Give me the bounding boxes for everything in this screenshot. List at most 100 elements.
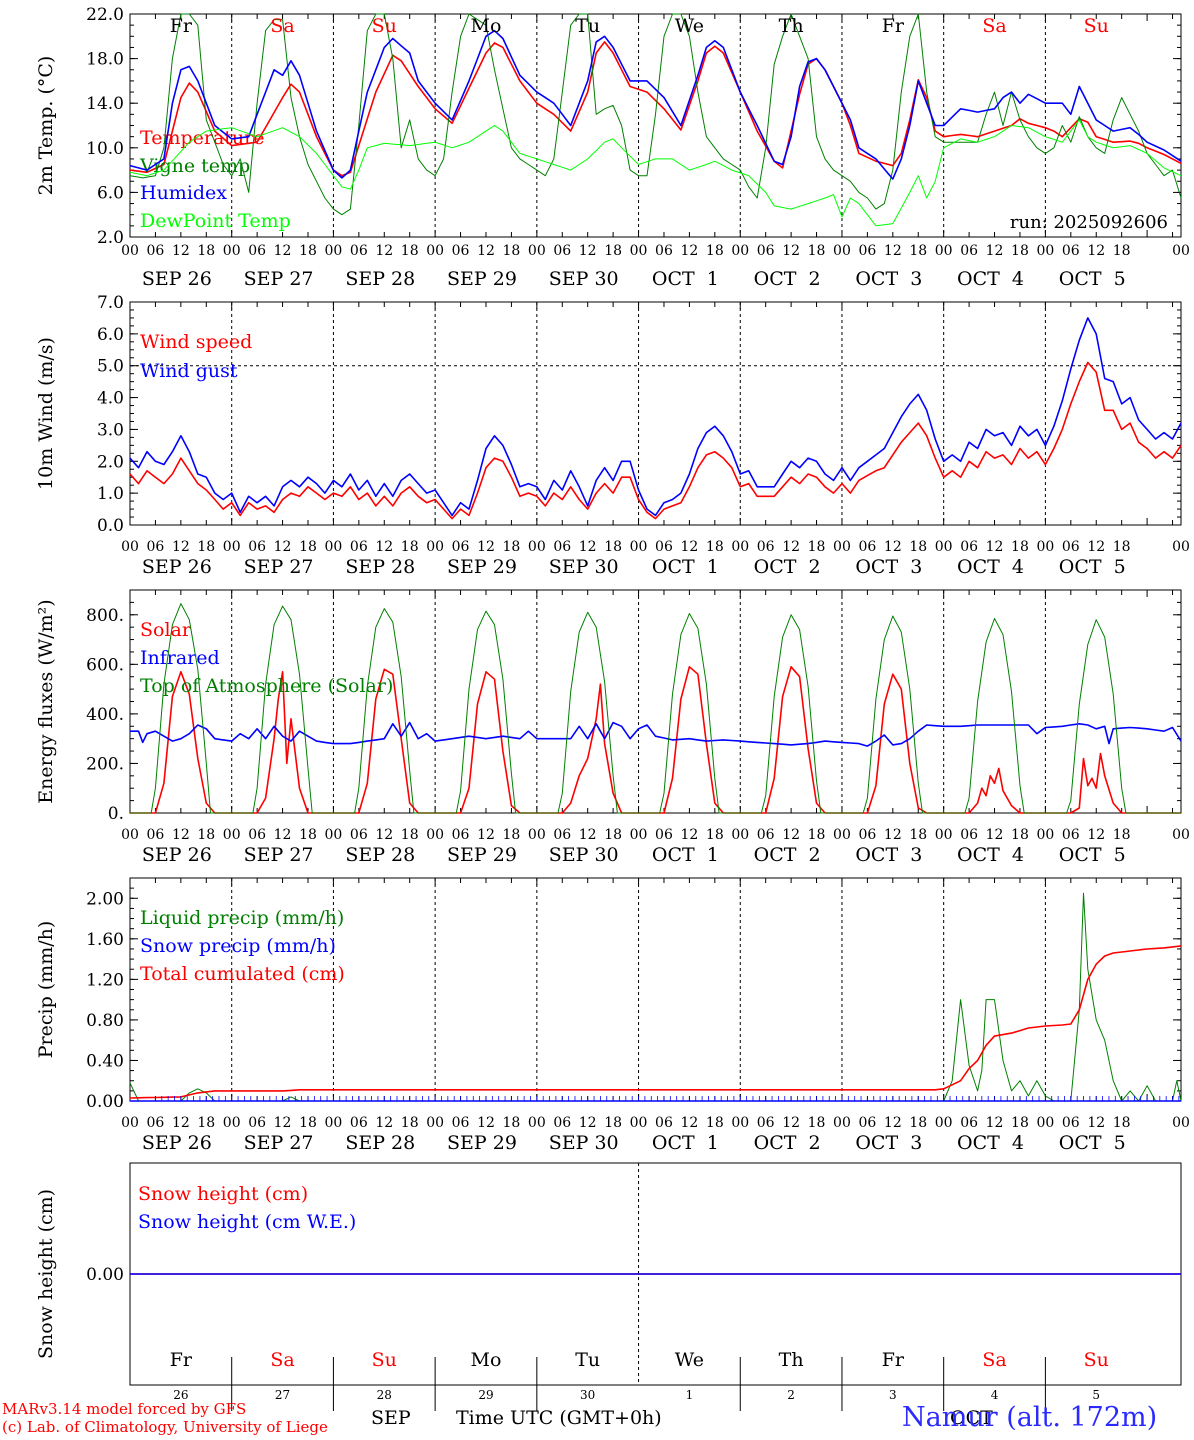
- hour-tick-label: 18: [604, 1115, 622, 1131]
- hour-tick-label: 00: [630, 243, 648, 259]
- weekday-label: Su: [1084, 15, 1109, 37]
- date-label: SEP 28: [345, 1132, 415, 1154]
- hour-tick-label: 12: [986, 1115, 1004, 1131]
- hour-tick-label: 00: [630, 539, 648, 555]
- hour-tick-label: 18: [299, 827, 317, 843]
- date-label: SEP 28: [345, 556, 415, 578]
- legend-infrared: Infrared: [140, 647, 220, 669]
- month-label-sep: SEP: [371, 1407, 411, 1429]
- y-tick-label: 0.80: [86, 1011, 124, 1031]
- y-tick-label: 0.00: [86, 1265, 124, 1285]
- hour-tick-label: 00: [833, 539, 851, 555]
- hour-tick-label: 06: [553, 243, 571, 259]
- hour-tick-label: 18: [604, 243, 622, 259]
- hour-tick-label: 00: [731, 539, 749, 555]
- hour-tick-label: 18: [706, 539, 724, 555]
- credit-line-2: (c) Lab. of Climatology, University of L…: [2, 1418, 328, 1436]
- hour-tick-label: 06: [248, 243, 266, 259]
- hour-tick-label: 12: [579, 539, 597, 555]
- hour-tick-label: 06: [655, 539, 673, 555]
- hour-tick-label: 12: [375, 243, 393, 259]
- hour-tick-label: 00: [833, 1115, 851, 1131]
- hour-tick-label: 12: [986, 539, 1004, 555]
- hour-tick-label: 18: [401, 243, 419, 259]
- date-label: OCT 3: [855, 844, 922, 866]
- hour-tick-label: 12: [477, 1115, 495, 1131]
- hour-tick-label: 12: [986, 827, 1004, 843]
- date-label: SEP 30: [549, 268, 619, 290]
- y-tick-label: 2.00: [86, 889, 124, 909]
- hour-tick-label: 06: [147, 539, 165, 555]
- weekday-label: Fr: [882, 1349, 905, 1371]
- hour-tick-label: 00: [731, 827, 749, 843]
- date-label: SEP 30: [549, 844, 619, 866]
- date-label: OCT 5: [1059, 556, 1126, 578]
- day-number-label: 26: [173, 1388, 188, 1402]
- hour-tick-label: 12: [375, 539, 393, 555]
- y-tick-label: 1.20: [86, 970, 124, 990]
- hour-tick-label: 00: [121, 243, 139, 259]
- y-tick-label: 1.0: [97, 484, 124, 504]
- weekday-label: Su: [372, 15, 397, 37]
- hour-tick-label: 06: [960, 539, 978, 555]
- hour-tick-label: 06: [147, 827, 165, 843]
- hour-tick-label: 06: [858, 827, 876, 843]
- weekday-label: Su: [1084, 1349, 1109, 1371]
- weekday-label: We: [675, 15, 704, 37]
- hour-tick-label: 06: [655, 243, 673, 259]
- hour-tick-label: 18: [1113, 539, 1131, 555]
- weekday-label: We: [675, 1349, 704, 1371]
- hour-tick-label: 06: [960, 1115, 978, 1131]
- date-label: OCT 2: [754, 1132, 821, 1154]
- legend-liquid-precip-mm-h-: Liquid precip (mm/h): [140, 907, 344, 929]
- hour-tick-label: 06: [350, 539, 368, 555]
- legend-snow-height-cm-w-e-: Snow height (cm W.E.): [138, 1211, 356, 1233]
- y-tick-label: 6.0: [97, 183, 124, 203]
- panel-frame-wind: [129, 301, 1182, 526]
- hour-tick-label: 12: [680, 1115, 698, 1131]
- hour-tick-label: 18: [299, 539, 317, 555]
- date-label: SEP 27: [244, 844, 314, 866]
- date-label: OCT 3: [855, 1132, 922, 1154]
- hour-tick-label: 00: [223, 539, 241, 555]
- hour-tick-label: 18: [401, 827, 419, 843]
- hour-tick-label: 18: [706, 1115, 724, 1131]
- weekday-label: Th: [779, 15, 804, 37]
- hour-tick-label: 00: [223, 827, 241, 843]
- hour-tick-label: 06: [147, 243, 165, 259]
- hour-tick-label: 06: [655, 827, 673, 843]
- hour-tick-label: 00: [121, 1115, 139, 1131]
- day-number-label: 5: [1092, 1388, 1100, 1402]
- weekday-label: Fr: [170, 1349, 193, 1371]
- hour-tick-label: 12: [274, 539, 292, 555]
- run-label: run: 2025092606: [1010, 212, 1168, 233]
- hour-tick-label: 00: [325, 539, 343, 555]
- y-axis-label: 10m Wind (m/s): [35, 337, 57, 490]
- hour-tick-label: 06: [1062, 539, 1080, 555]
- date-label: OCT 4: [957, 1132, 1024, 1154]
- station-title: Namur (alt. 172m): [902, 1402, 1158, 1433]
- hour-tick-label: 00: [1172, 827, 1190, 843]
- y-axis-label: Precip (mm/h): [35, 921, 57, 1059]
- y-tick-label: 14.0: [86, 94, 124, 114]
- weekday-label: Sa: [982, 15, 1006, 37]
- hour-tick-label: 18: [604, 539, 622, 555]
- hour-tick-label: 00: [935, 243, 953, 259]
- hour-tick-label: 06: [858, 1115, 876, 1131]
- weekday-label: Mo: [471, 15, 502, 37]
- hour-tick-label: 18: [604, 827, 622, 843]
- hour-tick-label: 18: [197, 1115, 215, 1131]
- hour-tick-label: 18: [808, 1115, 826, 1131]
- series-wind-gust: [129, 317, 1182, 517]
- hour-tick-label: 18: [1011, 243, 1029, 259]
- hour-tick-label: 18: [1113, 827, 1131, 843]
- hour-tick-label: 12: [579, 243, 597, 259]
- hour-tick-label: 06: [350, 243, 368, 259]
- hour-tick-label: 18: [909, 1115, 927, 1131]
- date-label: OCT 4: [957, 844, 1024, 866]
- y-tick-label: 2.0: [97, 228, 124, 248]
- hour-tick-label: 06: [1062, 243, 1080, 259]
- hour-tick-label: 06: [248, 827, 266, 843]
- hour-tick-label: 00: [630, 1115, 648, 1131]
- weekday-label: Sa: [270, 15, 294, 37]
